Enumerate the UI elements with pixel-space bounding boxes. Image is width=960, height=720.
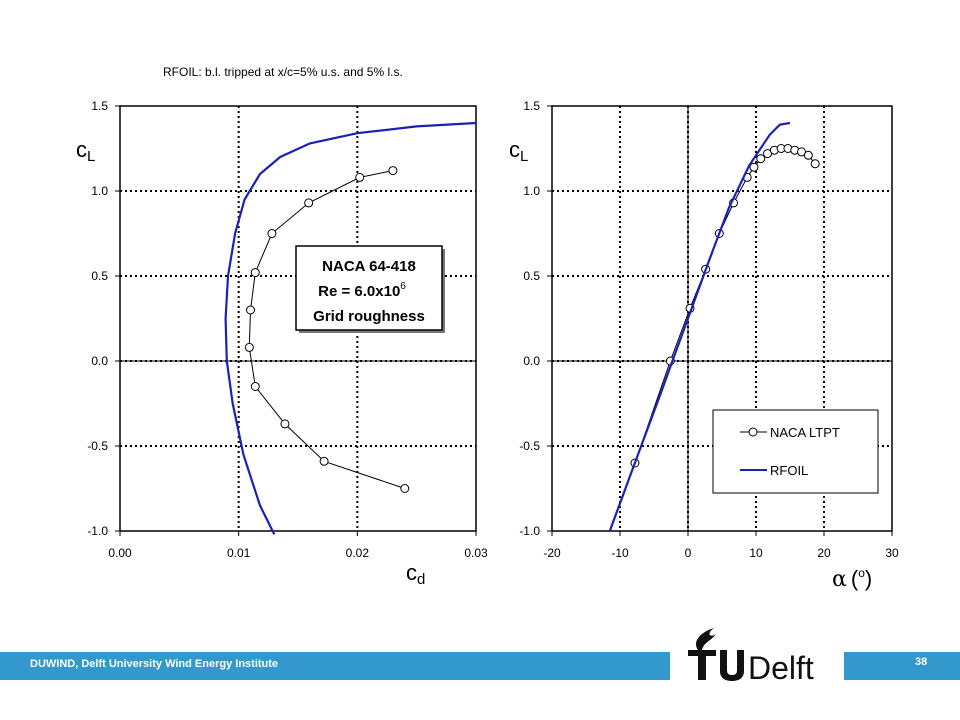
tick-label-y: 1.0 (523, 184, 540, 198)
tick-label-x: 0.02 (346, 546, 370, 560)
tick-label-y: 1.0 (91, 184, 108, 198)
tick-label-x: 0 (685, 546, 692, 560)
tick-label-x: 10 (749, 546, 763, 560)
tick-label-y: -1.0 (87, 524, 108, 538)
annotation-box: NACA 64-418 Re = 6.0x106 Grid roughness (295, 245, 445, 333)
annotation-line-2: Re = 6.0x106 (318, 281, 406, 300)
footer-text: DUWIND, Delft University Wind Energy Ins… (30, 658, 279, 670)
annotation-line-3: Grid roughness (313, 308, 425, 325)
tick-label-y: 1.5 (523, 99, 540, 113)
series-right (608, 121, 820, 532)
legend-label-naca-ltpt: NACA LTPT (770, 425, 840, 440)
y-axis-title-right: cL (509, 137, 528, 165)
tick-label-y: 0.5 (523, 269, 540, 283)
tick-label-x: -10 (611, 546, 629, 560)
tick-label-x: 0.01 (227, 546, 251, 560)
y-axis-title-left: cL (76, 137, 95, 165)
data-point (756, 154, 766, 164)
y-axis-title-sub: L (87, 148, 95, 165)
x-axis-title-left: cd (406, 560, 425, 588)
x-axis-title-right: α (o) (832, 566, 872, 592)
data-point (304, 198, 314, 208)
chart-right: -20 -10 0 10 20 30 -1.0 -0.5 0.0 0.5 1.0 1.5 cL α (o… (509, 99, 899, 592)
tick-label-y: -1.0 (519, 524, 540, 538)
tick-label-y: 0.0 (523, 354, 540, 368)
y-axis-title-main: c (509, 137, 520, 162)
data-point (803, 150, 813, 160)
tudelft-logo: Delft (670, 622, 844, 688)
data-point (246, 305, 256, 315)
tick-label-x: 30 (885, 546, 899, 560)
data-point (244, 342, 254, 352)
ticks-right: -20 -10 0 10 20 30 -1.0 -0.5 0.0 0.5 1.0 1.5 (519, 99, 899, 560)
data-point (400, 484, 410, 493)
tick-label-y: 0.0 (91, 354, 108, 368)
tick-label-x: -20 (543, 546, 561, 560)
tick-label-y: 0.5 (91, 269, 108, 283)
ticks-left: 0.00 0.01 0.02 0.03 -1.0 -0.5 0.0 0.5 1.0 1.5 (87, 99, 488, 560)
logo-t-stem (698, 650, 706, 680)
legend: NACA LTPT RFOIL (712, 409, 879, 494)
data-point (355, 172, 365, 182)
grid-right (552, 106, 892, 531)
tick-label-x: 0.03 (464, 546, 488, 560)
legend-marker-naca-ltpt (748, 427, 758, 437)
page-number: 38 (915, 656, 928, 668)
data-point (810, 159, 820, 169)
data-point (388, 166, 398, 176)
slide-header: RFOIL: b.l. tripped at x/c=5% u.s. and 5… (163, 65, 403, 79)
tick-label-x: 0.00 (108, 546, 132, 560)
legend-box (712, 409, 879, 494)
logo-wordmark-delft: Delft (748, 650, 814, 686)
data-point (749, 162, 759, 172)
tick-label-y: 1.5 (91, 99, 108, 113)
tick-label-y: -0.5 (87, 439, 108, 453)
data-point (267, 229, 277, 238)
x-axis-title-symbol: α (832, 567, 847, 592)
tick-label-y: -0.5 (519, 439, 540, 453)
series-line-0-1 (224, 121, 477, 535)
series-left (224, 121, 477, 535)
data-point (280, 419, 290, 429)
flame-icon (695, 628, 716, 650)
annotation-line-1: NACA 64-418 (322, 258, 416, 275)
series-line-1-1 (608, 121, 791, 532)
y-axis-title-main: c (76, 137, 87, 162)
data-point (250, 382, 260, 391)
data-point (250, 268, 260, 278)
tick-label-x: 20 (817, 546, 831, 560)
x-axis-title-sub: d (417, 571, 425, 588)
data-point (319, 456, 329, 466)
legend-label-rfoil: RFOIL (770, 463, 808, 478)
y-axis-title-sub: L (520, 148, 528, 165)
x-axis-title-main: c (406, 560, 417, 585)
logo-u (720, 650, 744, 681)
chart-left: 0.00 0.01 0.02 0.03-1.0-0.50.00.51.01.5 cL … (76, 99, 488, 588)
